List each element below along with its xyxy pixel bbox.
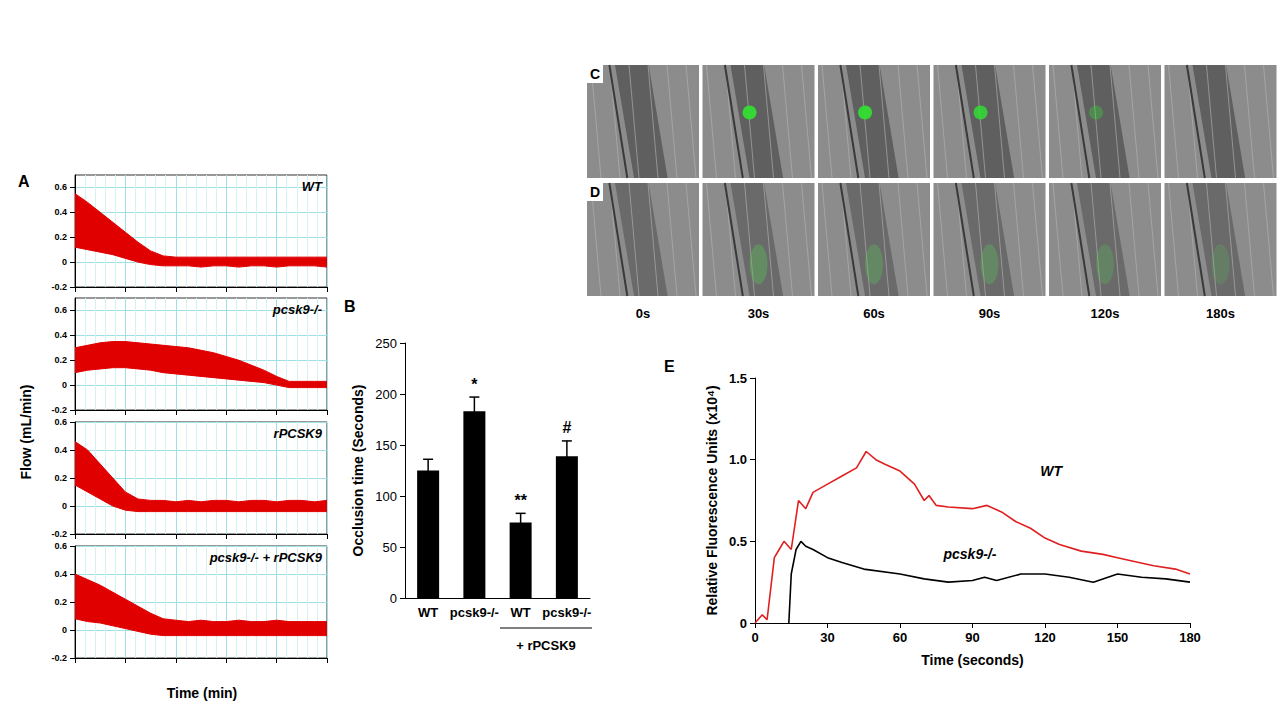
svg-text:60s: 60s (863, 306, 885, 321)
svg-text:rPCSK9: rPCSK9 (274, 426, 323, 441)
svg-text:0: 0 (751, 630, 758, 645)
svg-text:180s: 180s (1206, 306, 1235, 321)
svg-text:Time (seconds): Time (seconds) (921, 652, 1023, 668)
svg-text:B: B (344, 298, 356, 315)
svg-text:120s: 120s (1091, 306, 1120, 321)
svg-text:150: 150 (1107, 630, 1129, 645)
svg-text:0: 0 (62, 257, 67, 267)
svg-text:*: * (471, 376, 478, 393)
svg-text:1.5: 1.5 (729, 371, 747, 386)
svg-text:0.5: 0.5 (729, 534, 747, 549)
svg-text:pcsk9-/-: pcsk9-/- (542, 605, 591, 620)
svg-text:180: 180 (1179, 630, 1201, 645)
svg-text:pcsk9-/-: pcsk9-/- (450, 605, 499, 620)
svg-text:0: 0 (62, 380, 67, 390)
svg-text:C: C (590, 66, 600, 82)
svg-text:0: 0 (390, 591, 397, 606)
svg-text:0.2: 0.2 (54, 597, 67, 607)
svg-text:120: 120 (1034, 630, 1056, 645)
svg-text:#: # (562, 419, 571, 436)
svg-text:Time (min): Time (min) (167, 685, 238, 701)
svg-text:+ rPCSK9: + rPCSK9 (516, 638, 576, 653)
svg-text:0s: 0s (636, 306, 650, 321)
svg-text:WT: WT (1040, 463, 1063, 479)
svg-text:Flow (mL/min): Flow (mL/min) (18, 385, 34, 480)
svg-text:D: D (590, 184, 600, 200)
svg-text:Occlusion time (Seconds): Occlusion time (Seconds) (350, 385, 366, 557)
svg-text:0.2: 0.2 (54, 232, 67, 242)
svg-text:Relative Fluorescence Units (x: Relative Fluorescence Units (x10⁴) (704, 385, 720, 615)
svg-text:0.2: 0.2 (54, 355, 67, 365)
svg-text:0: 0 (62, 501, 67, 511)
svg-text:250: 250 (375, 336, 397, 351)
svg-text:WT: WT (418, 605, 438, 620)
svg-text:30s: 30s (748, 306, 770, 321)
svg-text:0.2: 0.2 (54, 473, 67, 483)
svg-text:WT: WT (302, 179, 323, 194)
svg-text:50: 50 (383, 540, 397, 555)
svg-text:60: 60 (893, 630, 907, 645)
svg-text:0.6: 0.6 (54, 182, 67, 192)
svg-text:0.4: 0.4 (54, 445, 67, 455)
svg-text:200: 200 (375, 387, 397, 402)
svg-text:0.4: 0.4 (54, 207, 67, 217)
svg-text:0: 0 (62, 625, 67, 635)
svg-text:-0.2: -0.2 (51, 282, 67, 292)
svg-text:0: 0 (740, 616, 747, 631)
svg-text:0.6: 0.6 (54, 417, 67, 427)
svg-text:90: 90 (965, 630, 979, 645)
svg-text:1.0: 1.0 (729, 452, 747, 467)
svg-text:0.6: 0.6 (54, 305, 67, 315)
svg-text:-0.2: -0.2 (51, 529, 67, 539)
svg-text:90s: 90s (979, 306, 1001, 321)
svg-text:150: 150 (375, 438, 397, 453)
svg-text:pcsk9-/-: pcsk9-/- (943, 546, 997, 562)
svg-text:0.4: 0.4 (54, 569, 67, 579)
svg-text:0.6: 0.6 (54, 541, 67, 551)
svg-text:E: E (664, 358, 675, 375)
svg-text:pcsk9-/- + rPCSK9: pcsk9-/- + rPCSK9 (209, 550, 323, 565)
svg-text:-0.2: -0.2 (51, 653, 67, 663)
svg-text:WT: WT (511, 605, 531, 620)
svg-text:30: 30 (820, 630, 834, 645)
svg-text:A: A (18, 173, 30, 190)
svg-text:0.4: 0.4 (54, 330, 67, 340)
svg-text:100: 100 (375, 489, 397, 504)
svg-text:pcsk9-/-: pcsk9-/- (272, 302, 322, 317)
svg-text:**: ** (514, 492, 527, 509)
svg-text:-0.2: -0.2 (51, 405, 67, 415)
